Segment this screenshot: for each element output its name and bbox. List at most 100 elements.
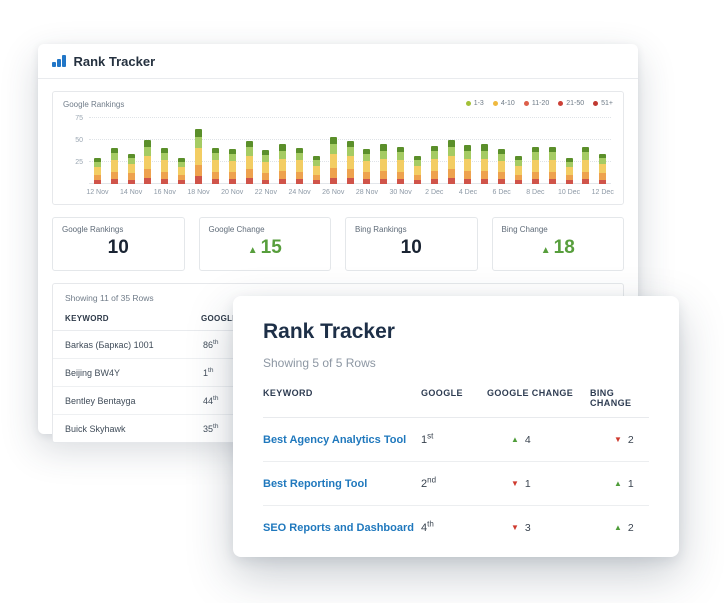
window-header: Rank Tracker [38,44,638,79]
google-change-cell: ▲ 4 [487,434,590,446]
bar-segment-4-10 [599,157,607,164]
bar-segment-51+ [329,177,337,184]
chart-bar-slot [409,118,426,184]
bar-segment-11-20 [110,160,118,172]
bar-segment-11-20 [178,167,186,176]
google-change-cell: ▼ 1 [487,478,590,490]
bar-segment-51+ [245,177,253,184]
bar-segment-11-20 [430,159,438,171]
bar-segment-21-50 [144,169,152,178]
bar-segment-21-50 [481,170,489,179]
legend-item-21-50[interactable]: 21-50 [558,100,584,107]
bar-segment-1-3 [329,137,337,145]
legend-item-11-20[interactable]: 11-20 [523,100,549,107]
bar-segment-51+ [515,180,523,184]
arrow-down-icon: ▼ [511,478,519,488]
arrow-down-icon: ▼ [614,434,622,444]
arrow-up-icon: ▲ [247,245,258,256]
bar-segment-1-3 [211,147,219,154]
bar-segment-21-50 [211,171,219,179]
bar-segment-4-10 [110,153,118,161]
chart-bar [380,144,388,184]
bar-segment-21-50 [127,173,135,180]
bar-segment-21-50 [565,175,573,181]
bar-segment-21-50 [397,171,405,179]
bar-segment-11-20 [413,166,421,176]
bar-segment-51+ [498,178,506,184]
arrow-up-icon: ▲ [511,434,519,444]
table-row: SEO Reports and Dashboard 4th ▼ 3 ▲ 2 [263,506,649,549]
google-rank-cell: 1th [203,366,214,378]
bar-segment-11-20 [363,161,371,172]
keyword-cell: Buick Skyhawk [65,423,126,434]
bar-segment-11-20 [481,158,489,171]
bar-segment-4-10 [329,144,337,155]
chart-legend: 1-3 4-10 11-20 21-50 51+ [465,100,613,107]
x-axis-label: 12 Dec [591,189,614,196]
bar-segment-51+ [363,178,371,184]
x-axis-label: 12 Nov [86,189,109,196]
bar-segment-51+ [380,178,388,184]
chart-bar-slot: 8 Dec [526,118,545,196]
bar-segment-51+ [464,178,472,184]
keyword-link[interactable]: SEO Reports and Dashboard [263,521,414,534]
bar-segment-4-10 [144,147,152,156]
bar-segment-11-20 [582,160,590,172]
chart-bar-slot [443,118,460,184]
bar-segment-1-3 [296,147,304,154]
arrow-down-icon: ▼ [511,522,519,532]
bar-segment-1-3 [228,148,236,155]
legend-item-4-10[interactable]: 4-10 [492,100,515,107]
legend-label: 51+ [601,100,613,107]
bar-segment-51+ [346,177,354,184]
y-axis-tick: 25 [75,159,83,166]
y-axis-tick: 50 [75,137,83,144]
stat-card-value: ▲ 18 [540,237,575,258]
bar-segment-51+ [110,178,118,184]
front-table-header: KEYWORD GOOGLE GOOGLE CHANGE BING CHANGE [263,388,649,418]
x-axis-label: 8 Dec [526,189,545,196]
bar-segment-1-3 [363,148,371,155]
bar-segment-51+ [447,177,455,184]
column-header-google: GOOGLE [421,388,463,398]
bing-change-cell: ▲ 2 [590,522,649,534]
chart-bar [93,157,101,184]
bar-segment-4-10 [262,155,270,163]
chart-bar [329,137,337,184]
bar-segment-1-3 [312,155,320,161]
chart-bar-slot [274,118,291,184]
bar-segment-21-50 [413,175,421,181]
legend-item-1-3[interactable]: 1-3 [465,100,484,107]
bar-segment-4-10 [430,151,438,160]
column-header-keyword: KEYWORD [263,388,313,398]
google-rankings-chart-panel: Google Rankings 1-3 4-10 11-20 21-50 51+ 25 5… [52,91,624,205]
bar-segment-21-50 [329,168,337,178]
bar-segment-1-3 [464,145,472,151]
keyword-link[interactable]: Best Reporting Tool [263,477,368,490]
bar-segment-1-3 [93,157,101,163]
bar-segment-1-3 [245,140,253,148]
rank-tracker-detail-card: Rank Tracker Showing 5 of 5 Rows KEYWORD… [233,296,679,557]
bar-segment-51+ [397,178,405,184]
bar-segment-4-10 [161,153,169,161]
chart-bar [144,140,152,184]
bar-segment-11-20 [312,166,320,176]
chart-bar-slot [544,118,561,184]
google-rank-cell: 44th [203,394,219,406]
bar-segment-4-10 [228,154,236,162]
bar-segment-11-20 [565,167,573,176]
bar-segment-1-3 [346,140,354,148]
bar-segment-51+ [481,178,489,184]
column-header-bing-change: BING CHANGE [590,388,632,408]
stat-card-google-rankings: Google Rankings 10 [52,217,185,271]
legend-dot-icon [523,101,529,106]
keyword-link[interactable]: Best Agency Analytics Tool [263,433,407,446]
chart-bar-slot [207,118,224,184]
bar-segment-11-20 [262,162,270,173]
legend-item-51+[interactable]: 51+ [593,100,613,107]
bar-segment-21-50 [447,169,455,178]
card-title: Rank Tracker [263,320,395,343]
bar-segment-1-3 [397,147,405,153]
bar-segment-21-50 [245,169,253,178]
arrow-up-icon: ▲ [614,478,622,488]
